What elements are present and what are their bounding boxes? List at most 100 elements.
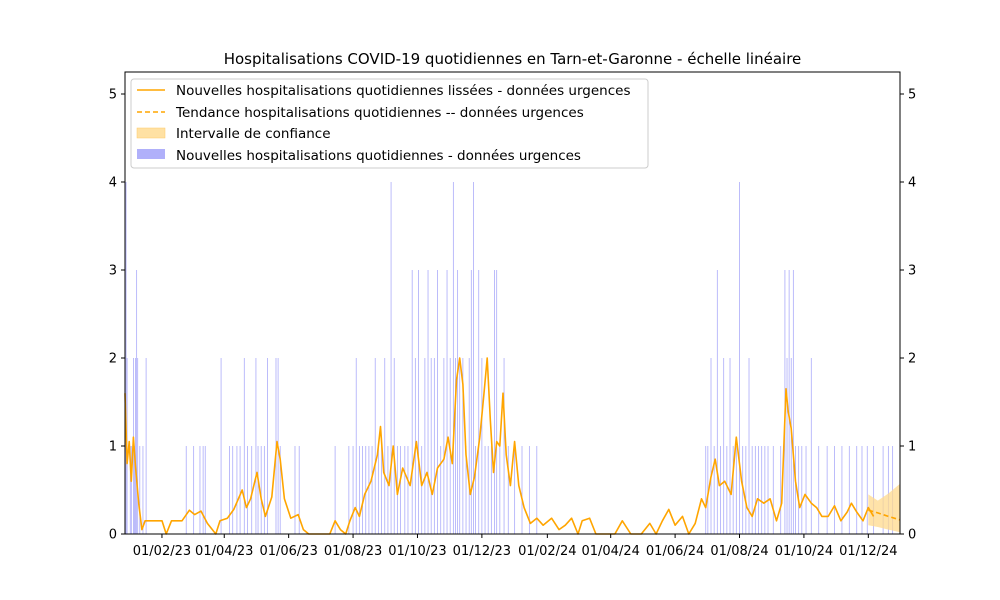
bar [468,358,470,534]
bar [374,358,376,534]
bar [247,446,248,534]
bar [726,446,728,534]
bar [377,446,379,534]
legend: Nouvelles hospitalisations quotidiennes … [130,78,649,169]
legend-swatch-band [136,127,166,139]
bar [232,446,234,534]
bar [257,446,259,534]
confidence-band-area [868,483,900,533]
x-tick-label: 01/02/24 [518,544,576,559]
bar [255,358,257,534]
bar [462,358,464,534]
bar [430,358,432,534]
legend-label-bars: Nouvelles hospitalisations quotidiennes … [176,148,581,164]
bar [129,446,131,534]
bar [443,358,445,534]
bar [433,358,435,534]
bar [484,446,486,534]
bar [788,270,790,534]
bar [758,446,759,534]
y-tick-label-right: 4 [908,176,916,191]
bar [452,182,454,534]
bar [279,446,281,534]
y-tick-label: 1 [109,440,117,455]
bar [400,446,402,534]
bar [861,446,863,534]
bar [352,446,354,534]
bar [848,446,850,534]
bar [135,358,136,534]
bar [407,446,409,534]
bar [481,358,483,534]
bar [236,446,238,534]
y-tick-label-right: 2 [908,352,916,367]
chart-title: Hospitalisations COVID-19 quotidiennes e… [224,50,802,68]
bar [748,358,750,534]
bar [202,446,204,534]
bar [478,270,480,534]
bar [393,358,395,534]
legend-label-trend: Tendance hospitalisations quotidiennes -… [175,105,584,121]
y-tick-label: 0 [109,528,117,543]
bar [536,446,538,534]
bar [856,446,858,534]
bar [795,446,796,534]
bar [365,446,367,534]
bar [751,446,753,534]
bar [411,270,413,534]
bar [764,446,766,534]
bar [826,446,828,534]
y-tick-label: 2 [109,352,117,367]
bar [786,358,788,534]
x-tick-label: 01/12/23 [453,544,511,559]
bar [710,358,712,534]
bar [873,446,875,534]
bar [767,446,769,534]
bar [739,182,740,534]
bar [193,446,195,534]
x-tick-label: 01/06/24 [646,544,704,559]
legend-box [130,78,649,169]
bar [761,446,763,534]
bar [887,446,889,534]
bar [499,446,501,534]
bar [130,446,132,534]
bar [792,270,794,534]
y-tick-label-right: 0 [908,528,916,543]
bar [437,270,438,534]
bar [358,446,360,534]
bar [772,446,774,534]
bar [355,358,357,534]
x-tick-label: 01/12/24 [839,544,897,559]
bar [475,446,476,534]
bar [490,446,492,534]
bar-series [124,182,894,534]
bar [514,446,516,534]
bar [507,446,509,534]
bar [521,446,523,534]
legend-label-band: Intervalle de confiance [176,126,331,142]
bar [459,358,461,534]
bar [818,446,820,534]
bar [798,446,800,534]
bar [440,446,442,534]
x-tick-label: 01/10/24 [775,544,833,559]
bar [810,358,812,534]
bar [705,446,707,534]
bar [882,446,884,534]
bar [424,358,426,534]
bar [142,446,144,534]
y-axis-right: 0 1 2 3 4 5 [900,88,916,543]
y-tick-label: 5 [109,88,117,103]
bar [455,358,456,534]
bar [204,446,206,534]
bar [841,446,843,534]
x-tick-label: 01/08/24 [710,544,768,559]
bar [137,358,139,534]
bar [267,358,268,534]
bar [470,270,472,534]
y-tick-label-right: 3 [908,264,916,279]
bar [220,358,222,534]
plot-frame [124,71,901,535]
bar [362,446,363,534]
